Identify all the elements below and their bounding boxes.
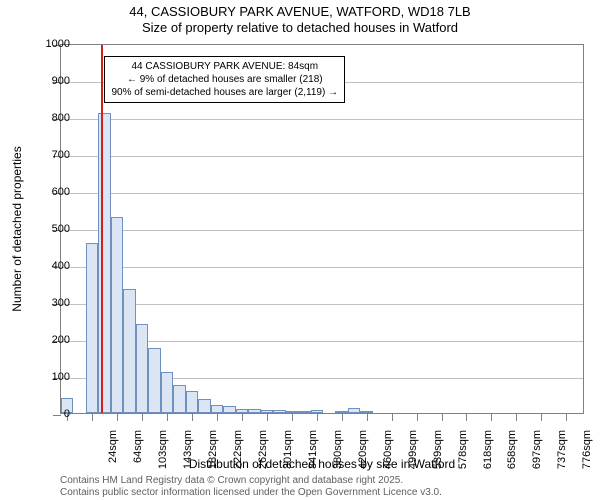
y-tick-label: 500 [30, 223, 70, 235]
x-tick-label: 578sqm [457, 430, 469, 480]
histogram-bar [136, 324, 148, 413]
chart-title-line1: 44, CASSIOBURY PARK AVENUE, WATFORD, WD1… [0, 4, 600, 19]
y-tick-label: 0 [30, 408, 70, 420]
x-tick [142, 413, 143, 421]
x-tick [167, 413, 168, 421]
x-tick-label: 262sqm [257, 430, 269, 480]
annotation-line1: 44 CASSIOBURY PARK AVENUE: 84sqm [111, 60, 338, 73]
x-tick-label: 618sqm [482, 430, 494, 480]
y-tick-label: 400 [30, 260, 70, 272]
x-tick-label: 697sqm [531, 430, 543, 480]
chart-title-line2: Size of property relative to detached ho… [0, 20, 600, 35]
annotation-line3: 90% of semi-detached houses are larger (… [111, 86, 338, 99]
grid-line [61, 230, 583, 231]
x-tick-label: 182sqm [207, 430, 219, 480]
grid-line [61, 119, 583, 120]
x-tick-label: 539sqm [432, 430, 444, 480]
reference-line [101, 45, 103, 413]
x-tick-label: 420sqm [357, 430, 369, 480]
x-tick [442, 413, 443, 421]
histogram-bar [173, 385, 185, 413]
x-tick-label: 143sqm [182, 430, 194, 480]
histogram-bar [123, 289, 135, 413]
histogram-bar [86, 243, 98, 413]
grid-line [61, 267, 583, 268]
x-tick [192, 413, 193, 421]
histogram-bar [161, 372, 173, 413]
x-tick-label: 658sqm [506, 430, 518, 480]
x-tick-label: 222sqm [232, 430, 244, 480]
x-tick [117, 413, 118, 421]
x-tick-label: 64sqm [132, 430, 144, 480]
x-tick [417, 413, 418, 421]
y-tick-label: 300 [30, 297, 70, 309]
x-tick [516, 413, 517, 421]
y-tick-label: 1000 [30, 38, 70, 50]
x-tick-label: 380sqm [332, 430, 344, 480]
annotation-line2: ← 9% of detached houses are smaller (218… [111, 73, 338, 86]
grid-line [61, 193, 583, 194]
histogram-bar [348, 408, 360, 413]
x-tick [92, 413, 93, 421]
grid-line [61, 304, 583, 305]
histogram-bar [111, 217, 123, 413]
x-tick [267, 413, 268, 421]
x-tick-label: 301sqm [282, 430, 294, 480]
y-tick-label: 700 [30, 149, 70, 161]
histogram-bar [223, 406, 235, 413]
histogram-bar [273, 410, 285, 413]
y-tick-label: 600 [30, 186, 70, 198]
y-axis-title: Number of detached properties [10, 146, 24, 311]
histogram-bar [298, 411, 310, 413]
x-tick [317, 413, 318, 421]
x-tick-label: 776sqm [581, 430, 593, 480]
plot-area: 44 CASSIOBURY PARK AVENUE: 84sqm← 9% of … [60, 44, 584, 414]
x-tick-label: 499sqm [407, 430, 419, 480]
x-tick [217, 413, 218, 421]
x-tick [566, 413, 567, 421]
x-tick-label: 737sqm [556, 430, 568, 480]
histogram-bar [211, 405, 223, 413]
chart-container: 44, CASSIOBURY PARK AVENUE, WATFORD, WD1… [0, 0, 600, 500]
y-tick-label: 100 [30, 371, 70, 383]
histogram-bar [248, 409, 260, 413]
histogram-bar [148, 348, 160, 413]
x-tick [292, 413, 293, 421]
x-tick-label: 341sqm [307, 430, 319, 480]
x-tick-label: 460sqm [382, 430, 394, 480]
x-tick-label: 103sqm [157, 430, 169, 480]
histogram-bar [198, 399, 210, 413]
y-tick-label: 200 [30, 334, 70, 346]
x-tick-label: 24sqm [107, 430, 119, 480]
footer-licence: Contains public sector information licen… [60, 487, 442, 498]
y-tick-label: 800 [30, 112, 70, 124]
x-tick [541, 413, 542, 421]
x-tick [491, 413, 492, 421]
x-tick [392, 413, 393, 421]
x-tick [242, 413, 243, 421]
histogram-bar [186, 391, 198, 413]
grid-line [61, 156, 583, 157]
x-tick [466, 413, 467, 421]
y-tick-label: 900 [30, 75, 70, 87]
annotation-box: 44 CASSIOBURY PARK AVENUE: 84sqm← 9% of … [104, 56, 345, 103]
x-tick [342, 413, 343, 421]
x-tick [367, 413, 368, 421]
